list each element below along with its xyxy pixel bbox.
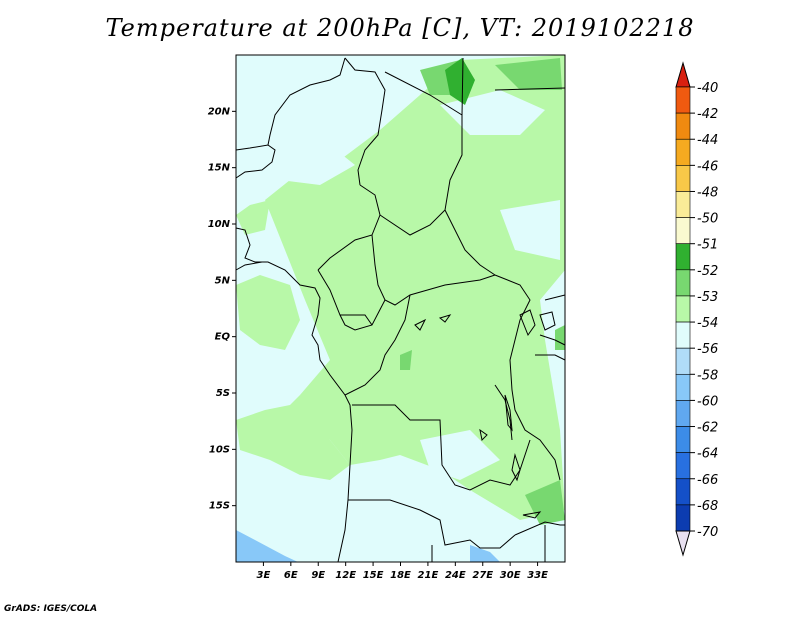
lon-tick-label: 21E	[418, 570, 439, 581]
legend-swatch	[675, 295, 691, 323]
field-band-53-52	[495, 58, 562, 90]
field-base	[420, 430, 500, 480]
temperature-field	[236, 55, 565, 562]
lat-tick-label: 15S	[209, 501, 230, 512]
lon-tick-label: 6E	[284, 570, 298, 581]
lat-tick-label: 10S	[209, 444, 230, 455]
legend-label: -51	[697, 238, 718, 253]
legend-label: -42	[697, 107, 718, 122]
legend-label: -44	[697, 133, 718, 148]
legend-label: -52	[697, 264, 718, 279]
legend-label: -58	[697, 368, 718, 383]
field-cold	[470, 545, 500, 562]
field-band-52-51	[445, 58, 475, 105]
legend-swatch	[675, 478, 691, 506]
legend-swatch	[675, 373, 691, 401]
legend-label: -53	[697, 290, 718, 305]
legend-swatch	[675, 138, 691, 166]
legend-label: -64	[697, 447, 718, 462]
lat-tick-label: 20N	[208, 106, 231, 117]
lon-tick-label: 15E	[363, 570, 384, 581]
legend-swatch	[675, 243, 691, 271]
lon-tick-label: 18E	[390, 570, 411, 581]
lat-tick-label: 5N	[215, 275, 231, 286]
legend-swatch	[675, 426, 691, 453]
color-legend: -40 -42 -44 -46 -48 -50 -51 -52 -53 -54 -56 -58 -60 -…	[675, 61, 718, 557]
lat-tick-label: EQ	[215, 332, 231, 343]
lat-tick-label: 5S	[216, 388, 230, 399]
legend-label: -56	[697, 342, 718, 357]
field-band-53-52	[525, 480, 565, 525]
field-base	[500, 200, 560, 260]
lakes	[414, 309, 556, 519]
legend-label: -70	[697, 525, 718, 540]
legend-swatch	[675, 217, 691, 245]
legend-swatch	[675, 269, 691, 297]
lat-tick-label: 10N	[208, 219, 231, 230]
legend-swatch	[675, 321, 691, 349]
legend-label: -46	[697, 159, 718, 174]
legend-label: -60	[697, 394, 718, 409]
legend-arrow-bottom	[675, 530, 691, 557]
lon-tick-label: 9E	[311, 570, 325, 581]
lon-tick-label: 3E	[257, 570, 271, 581]
field-band-53-52	[400, 350, 412, 370]
longitude-axis: 3E 6E 9E 12E 15E 18E 21E 24E 27E 30E 33E	[257, 562, 548, 581]
legend-swatch	[675, 165, 691, 192]
legend-label: -68	[697, 499, 718, 514]
legend-swatch	[675, 452, 691, 480]
country-borders	[235, 57, 566, 563]
lon-tick-label: 33E	[527, 570, 548, 581]
legend-swatch	[675, 504, 691, 532]
latitude-axis: 20N 15N 10N 5N EQ 5S 10S 15S	[208, 106, 236, 512]
lon-tick-label: 12E	[335, 570, 356, 581]
legend-swatch	[675, 112, 691, 140]
legend-label: -62	[697, 421, 718, 436]
field-base	[270, 145, 355, 185]
legend-label: -66	[697, 473, 718, 488]
legend-swatch	[675, 191, 691, 218]
legend-label: -50	[697, 212, 718, 227]
field-band-54-53	[236, 275, 300, 350]
chart-title: Temperature at 200hPa [C], VT: 201910221…	[105, 14, 695, 42]
legend-arrow-top	[675, 61, 691, 88]
field-cold	[236, 530, 298, 562]
lon-tick-label: 24E	[445, 570, 466, 581]
legend-swatch	[675, 86, 691, 114]
lat-tick-label: 15N	[208, 163, 231, 174]
lon-tick-label: 30E	[500, 570, 521, 581]
credit-text: GrADS: IGES/COLA	[4, 604, 98, 614]
legend-label: -54	[697, 316, 718, 331]
legend-label: -40	[697, 81, 718, 96]
field-band-54-53	[236, 200, 270, 235]
legend-swatch	[675, 347, 691, 375]
legend-label: -48	[697, 185, 718, 200]
legend-swatch	[675, 400, 691, 427]
field-band-54-53	[236, 395, 350, 480]
lon-tick-label: 27E	[472, 570, 493, 581]
